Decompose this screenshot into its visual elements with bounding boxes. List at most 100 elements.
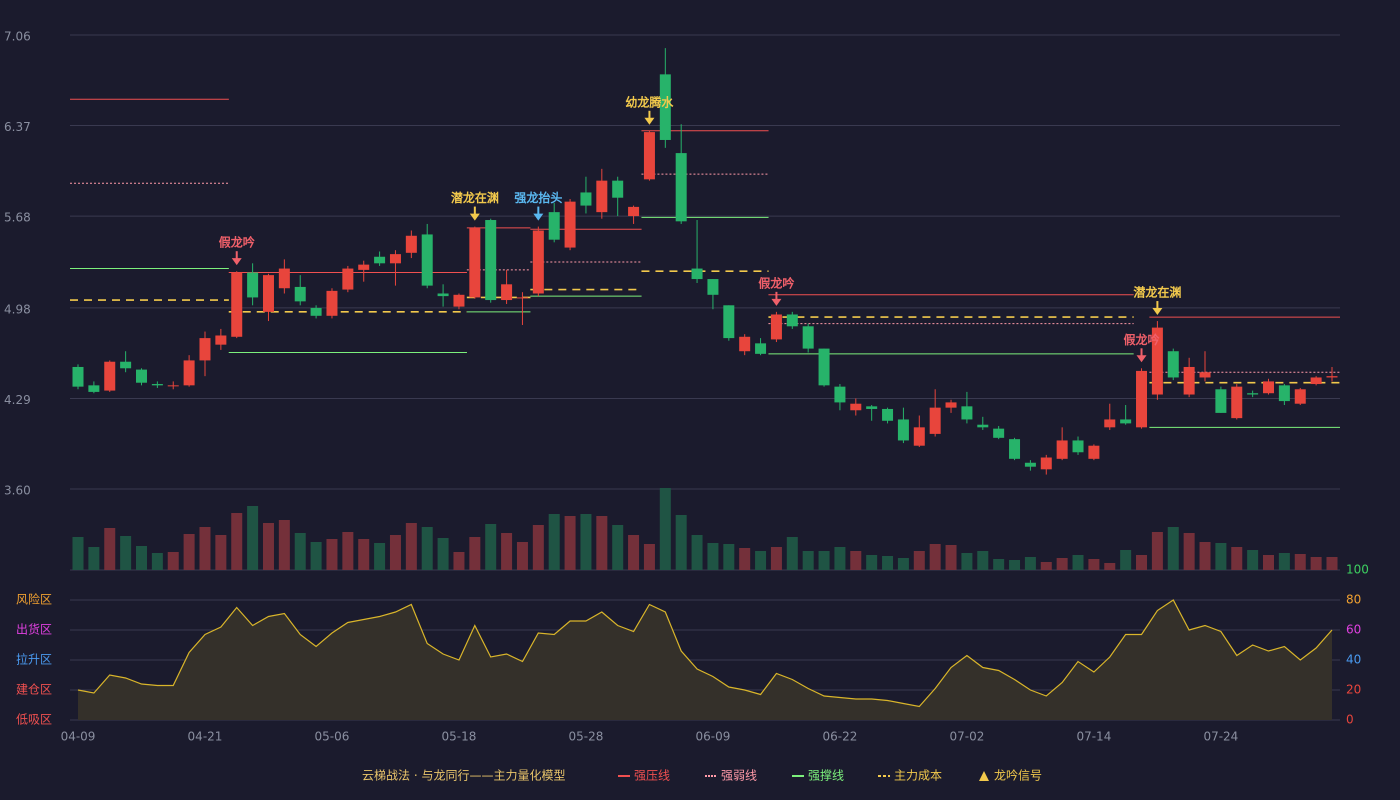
volume-bar [1024, 557, 1036, 570]
volume-bar [628, 535, 640, 570]
candle-body [691, 268, 703, 280]
signal-arrow-head [1152, 308, 1163, 316]
zone-label: 拉升区 [16, 652, 52, 667]
candle-body [516, 297, 528, 299]
candle-body [532, 230, 544, 294]
signal-label: 假龙吟 [219, 235, 255, 250]
candle-body [120, 361, 132, 369]
volume-bar [72, 537, 84, 570]
volume-bar [1072, 555, 1084, 570]
volume-bar [183, 534, 195, 570]
volume-bar [1215, 543, 1227, 570]
osc-tick-label: 20 [1346, 683, 1361, 697]
volume-bar [469, 537, 481, 570]
signal-label: 强龙抬头 [514, 190, 562, 205]
volume-bar [1136, 555, 1148, 570]
zone-label: 出货区 [16, 622, 52, 637]
candle-body [72, 366, 84, 387]
candle-body [802, 326, 814, 349]
volume-bar [691, 535, 703, 570]
volume-bar [834, 547, 846, 570]
signal-label: 潜龙在渊 [1133, 285, 1181, 300]
volume-bar [723, 544, 735, 570]
candle-body [358, 264, 370, 270]
candle-body [1009, 439, 1021, 459]
volume-bar [1310, 557, 1322, 570]
candle-body [1104, 419, 1116, 428]
volume-bar [580, 514, 592, 570]
volume-bar [1263, 555, 1275, 570]
y-tick-label: 7.06 [4, 30, 31, 44]
candle-body [1151, 327, 1163, 395]
candle-body [437, 293, 449, 297]
osc-tick-label: 0 [1346, 713, 1354, 727]
candle-body [1040, 457, 1052, 470]
candle-body [231, 272, 243, 337]
candle-body [501, 284, 513, 301]
candle-body [453, 294, 465, 307]
legend-label: 龙吟信号 [994, 768, 1042, 783]
volume-bar [1247, 550, 1259, 570]
volume-bar [88, 547, 100, 570]
candle-body [977, 424, 989, 428]
legend-title: 云梯战法 · 与龙同行——主力量化模型 [362, 769, 565, 783]
candle-body [421, 234, 433, 286]
volume-bar [231, 513, 243, 570]
volume-bar [977, 551, 989, 570]
signal-arrow-head [644, 117, 655, 125]
candle-body [389, 254, 401, 264]
candle-body [374, 256, 386, 264]
volume-bar [262, 523, 274, 570]
candle-body [104, 361, 116, 391]
y-tick-label: 4.98 [4, 302, 31, 316]
candle-body [1120, 419, 1132, 424]
signal-label: 潜龙在渊 [451, 190, 499, 205]
volume-bar [215, 535, 227, 570]
candle-body [135, 369, 147, 383]
candle-body [278, 268, 290, 289]
osc-tick-label: 40 [1346, 653, 1361, 667]
candle-body [167, 385, 179, 387]
x-tick-label: 05-28 [569, 730, 604, 744]
candle-body [405, 235, 417, 253]
candle-body [247, 272, 259, 298]
volume-bar [405, 523, 417, 570]
volume-bar [326, 539, 338, 570]
candle-body [1294, 389, 1306, 404]
volume-bar [770, 547, 782, 570]
candle-body [199, 338, 211, 361]
osc-area [78, 600, 1332, 720]
y-tick-label: 3.60 [4, 484, 31, 498]
candle-body [628, 206, 640, 217]
volume-bar [1120, 550, 1132, 570]
candle-body [1326, 376, 1338, 378]
volume-bar [1056, 558, 1068, 570]
candle-body [755, 343, 767, 354]
legend-label: 强撑线 [808, 768, 844, 783]
signal-arrow-head [1136, 355, 1147, 363]
candle-body [310, 307, 322, 316]
volume-bar [294, 533, 306, 570]
volume-bar [1278, 553, 1290, 570]
volume-bar [342, 532, 354, 570]
x-tick-label: 07-14 [1076, 730, 1111, 744]
x-tick-label: 05-06 [315, 730, 350, 744]
volume-bar [643, 544, 655, 570]
candle-body [1199, 372, 1211, 378]
volume-bar [659, 488, 671, 570]
candle-body [342, 268, 354, 290]
candle-body [675, 153, 687, 222]
volume-bar [1167, 527, 1179, 570]
volume-bar [564, 516, 576, 570]
candle-body [1136, 370, 1148, 428]
volume-bar [247, 506, 259, 570]
candle-body [564, 201, 576, 248]
volume-bar [897, 558, 909, 570]
legend-label: 主力成本 [894, 769, 942, 783]
volume-bar [739, 548, 751, 570]
candle-body [643, 132, 655, 180]
signal-arrow-head [231, 258, 242, 266]
candle-body [1247, 393, 1259, 395]
candle-body [850, 403, 862, 411]
